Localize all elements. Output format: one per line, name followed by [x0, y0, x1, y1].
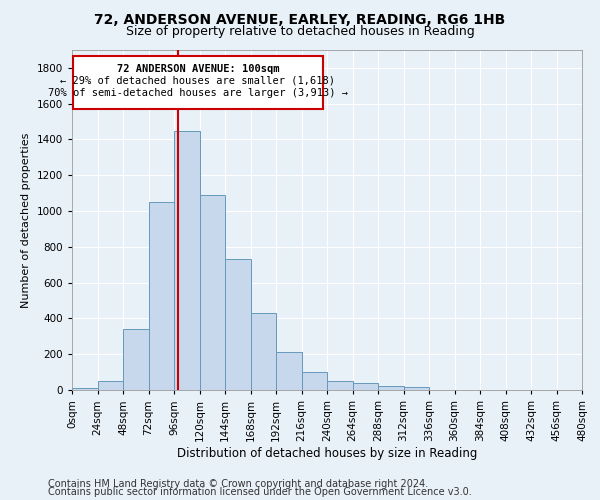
Bar [199, 195, 225, 390]
Bar [404, 387, 429, 390]
X-axis label: Distribution of detached houses by size in Reading: Distribution of detached houses by size … [177, 446, 477, 460]
Text: 70% of semi-detached houses are larger (3,913) →: 70% of semi-detached houses are larger (… [48, 88, 348, 98]
Bar [251, 313, 276, 390]
Text: Size of property relative to detached houses in Reading: Size of property relative to detached ho… [125, 25, 475, 38]
Bar [276, 352, 302, 390]
Bar [225, 260, 251, 390]
Text: Contains public sector information licensed under the Open Government Licence v3: Contains public sector information licen… [48, 487, 472, 497]
Y-axis label: Number of detached properties: Number of detached properties [21, 132, 31, 308]
Bar [97, 381, 123, 390]
Text: ← 29% of detached houses are smaller (1,618): ← 29% of detached houses are smaller (1,… [61, 76, 335, 86]
Bar [327, 381, 353, 390]
Bar [149, 202, 174, 390]
Text: 72, ANDERSON AVENUE, EARLEY, READING, RG6 1HB: 72, ANDERSON AVENUE, EARLEY, READING, RG… [94, 12, 506, 26]
Text: 72 ANDERSON AVENUE: 100sqm: 72 ANDERSON AVENUE: 100sqm [116, 64, 279, 74]
Bar [378, 386, 404, 390]
Text: Contains HM Land Registry data © Crown copyright and database right 2024.: Contains HM Land Registry data © Crown c… [48, 479, 428, 489]
Bar [72, 388, 97, 390]
Bar [353, 383, 378, 390]
Bar [123, 329, 149, 390]
Bar [174, 130, 199, 390]
FancyBboxPatch shape [73, 56, 323, 109]
Bar [302, 372, 327, 390]
